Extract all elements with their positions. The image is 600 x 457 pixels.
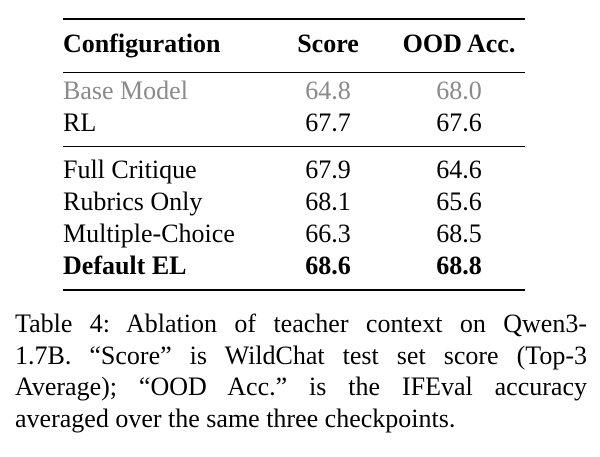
header-score: Score xyxy=(297,29,359,58)
row-score-rl: 67.7 xyxy=(305,108,351,137)
row-ood-rubrics-only: 65.6 xyxy=(436,187,482,216)
caption-line: Average); “OOD Acc.” is the IFEval accur… xyxy=(15,372,587,401)
row-score-full-critique: 67.9 xyxy=(305,155,351,184)
row-config-rl: RL xyxy=(63,108,97,137)
table-row: Rubrics Only 68.1 65.6 xyxy=(63,186,525,218)
caption-line: Table 4: Ablation of teacher context on … xyxy=(15,309,587,338)
caption-line: 1.7B. “Score” is WildChat test set score… xyxy=(15,340,587,370)
row-config-base-model: Base Model xyxy=(63,76,188,105)
group-rule xyxy=(63,146,525,147)
table-row: Full Critique 67.9 64.6 xyxy=(63,154,525,186)
row-ood-full-critique: 64.6 xyxy=(436,155,482,184)
table-row: RL 67.7 67.6 xyxy=(63,107,525,139)
table-caption: Table 4: Ablation of teacher context on … xyxy=(15,308,587,434)
row-ood-rl: 67.6 xyxy=(436,108,482,137)
row-score-rubrics-only: 68.1 xyxy=(305,187,351,216)
table-row: Base Model 64.8 68.0 xyxy=(63,75,525,107)
row-ood-base-model: 68.0 xyxy=(436,76,482,105)
row-config-rubrics-only: Rubrics Only xyxy=(63,187,203,216)
row-score-base-model: 64.8 xyxy=(305,76,351,105)
row-score-default-el: 68.6 xyxy=(305,251,351,280)
row-config-multiple-choice: Multiple-Choice xyxy=(63,219,235,248)
table-row: Multiple-Choice 66.3 68.5 xyxy=(63,218,525,250)
caption-line: averaged over the same three checkpoints… xyxy=(15,403,456,433)
row-ood-multiple-choice: 68.5 xyxy=(436,219,482,248)
row-ood-default-el: 68.8 xyxy=(436,251,482,280)
table-row: Default EL 68.6 68.8 xyxy=(63,250,525,282)
table-header-row: Configuration Score OOD Acc. xyxy=(63,28,525,60)
row-config-full-critique: Full Critique xyxy=(63,155,197,184)
bottom-rule xyxy=(63,289,525,291)
header-configuration: Configuration xyxy=(63,29,221,58)
top-rule xyxy=(63,18,525,20)
header-ood-acc: OOD Acc. xyxy=(402,29,516,58)
row-score-multiple-choice: 66.3 xyxy=(305,219,351,248)
row-config-default-el: Default EL xyxy=(63,251,187,280)
header-rule xyxy=(63,72,525,73)
